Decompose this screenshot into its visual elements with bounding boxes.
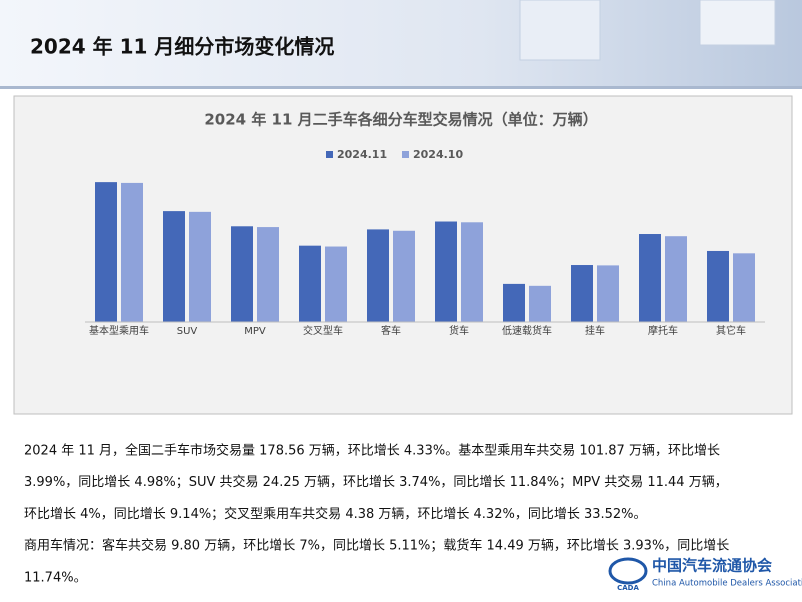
header-rule xyxy=(0,86,802,89)
bar xyxy=(95,182,117,322)
bar xyxy=(571,265,593,322)
x-tick-label: MPV xyxy=(244,326,266,337)
bar xyxy=(733,253,755,322)
logo-english: China Automobile Dealers Association xyxy=(652,579,802,589)
bar xyxy=(393,230,415,322)
body-line: 2024 年 11 月，全国二手车市场交易量 178.56 万辆，环比增长 4.… xyxy=(24,443,720,459)
x-tick-label: 客车 xyxy=(381,324,401,337)
body-text: 2024 年 11 月，全国二手车市场交易量 178.56 万辆，环比增长 4.… xyxy=(24,443,729,586)
x-tick-label: SUV xyxy=(177,326,198,337)
bar xyxy=(435,221,457,322)
page-title: 2024 年 11 月细分市场变化情况 xyxy=(30,35,334,59)
bar xyxy=(299,245,321,322)
x-tick-label: 挂车 xyxy=(585,324,605,337)
x-tick-label: 低速载货车 xyxy=(502,324,552,337)
legend-label: 2024.11 xyxy=(337,148,387,161)
x-tick-label: 货车 xyxy=(449,324,469,337)
logo: CADA 中国汽车流通协会 China Automobile Dealers A… xyxy=(608,557,802,592)
body-line: 环比增长 4%，同比增长 9.14%；交叉型乘用车共交易 4.38 万辆，环比增… xyxy=(24,506,647,522)
body-line: 商用车情况：客车共交易 9.80 万辆，环比增长 7%，同比增长 5.11%；载… xyxy=(24,538,729,554)
body-line: 11.74%。 xyxy=(24,570,87,585)
header-band xyxy=(0,0,802,88)
bar xyxy=(121,182,143,322)
bar xyxy=(665,236,687,322)
bar xyxy=(367,229,389,322)
bar xyxy=(529,285,551,322)
bar xyxy=(707,250,729,322)
legend-label: 2024.10 xyxy=(413,148,463,161)
x-tick-label: 摩托车 xyxy=(648,324,678,337)
header-cube xyxy=(699,0,776,46)
x-tick-label: 其它车 xyxy=(716,324,746,337)
x-tick-label: 基本型乘用车 xyxy=(89,324,149,337)
logo-icon xyxy=(608,557,648,585)
legend-swatch xyxy=(326,151,333,158)
bar xyxy=(461,222,483,322)
bar xyxy=(257,227,279,322)
body-line: 3.99%，同比增长 4.98%；SUV 共交易 24.25 万辆，环比增长 3… xyxy=(24,474,728,490)
bar xyxy=(231,226,253,322)
logo-name: 中国汽车流通协会 xyxy=(652,557,772,575)
x-tick-label: 交叉型车 xyxy=(303,324,343,337)
logo-mark: CADA xyxy=(617,584,639,592)
header-cube xyxy=(519,0,601,61)
bar xyxy=(163,211,185,322)
bar xyxy=(597,265,619,322)
bar xyxy=(189,211,211,322)
bar xyxy=(325,246,347,322)
chart-title: 2024 年 11 月二手车各细分车型交易情况（单位：万辆） xyxy=(204,111,597,129)
bar xyxy=(639,234,661,322)
legend-swatch xyxy=(402,151,409,158)
bar xyxy=(503,283,525,322)
